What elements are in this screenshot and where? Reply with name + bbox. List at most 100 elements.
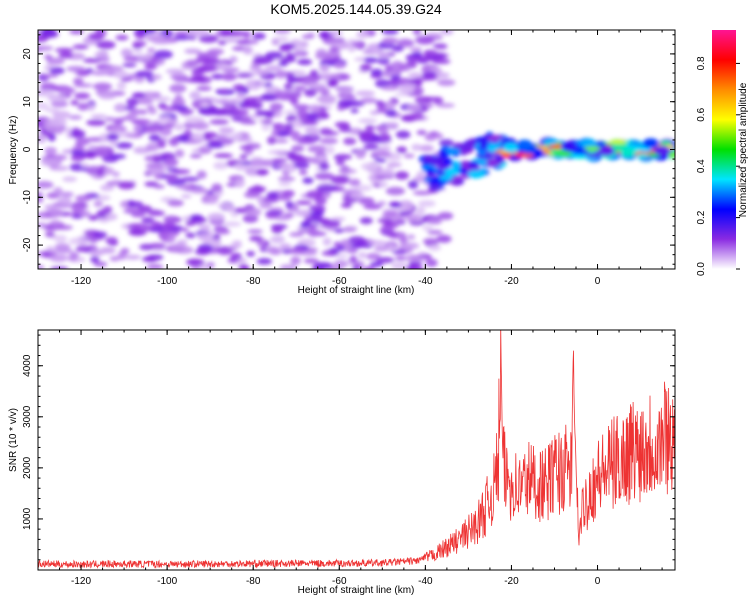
heatmap-cell xyxy=(262,119,274,125)
heatmap-cell xyxy=(147,47,156,53)
snr-x-axis: -120 -100 -80 -60 -40 -20 0 xyxy=(37,330,663,587)
heatmap-cell xyxy=(76,70,90,77)
heatmap-cell xyxy=(243,191,261,199)
heatmap-cell xyxy=(341,227,357,233)
heatmap-cell xyxy=(375,170,395,177)
heatmap-cell xyxy=(120,247,130,255)
heatmap-cell xyxy=(359,63,372,72)
heatmap-cell xyxy=(412,30,422,35)
heatmap-cell xyxy=(211,183,223,193)
heatmap-cell xyxy=(298,169,308,176)
heatmap-cell xyxy=(146,257,157,263)
heatmap-cell xyxy=(411,143,422,151)
heatmap-cell xyxy=(90,114,107,119)
heatmap-cell xyxy=(232,109,249,116)
heatmap-cell xyxy=(333,241,342,247)
heatmap-cell xyxy=(193,121,210,131)
heatmap-cell xyxy=(405,254,420,262)
heatmap-cell xyxy=(72,145,85,152)
heatmap-cell xyxy=(52,110,71,120)
heatmap-cell xyxy=(392,218,406,224)
heatmap-cell xyxy=(256,257,273,265)
heatmap-cell xyxy=(130,119,145,124)
heatmap-cell xyxy=(380,133,391,142)
heatmap-cells xyxy=(38,30,675,269)
heatmap-cell xyxy=(329,30,343,37)
heatmap-cell xyxy=(72,44,89,50)
heatmap-cell xyxy=(153,50,173,59)
heatmap-cell xyxy=(108,125,121,132)
heatmap-cell xyxy=(358,198,376,206)
heatmap-cell xyxy=(325,145,335,155)
heatmap-cell xyxy=(100,184,115,192)
x-tick-label: -20 xyxy=(504,276,519,287)
heatmap-cell xyxy=(250,159,267,168)
heatmap-cell xyxy=(132,48,144,54)
heatmap-cell xyxy=(319,127,333,135)
heatmap-cell xyxy=(233,132,243,139)
x-tick-label: -60 xyxy=(332,276,347,287)
heatmap-cell xyxy=(232,84,246,91)
heatmap-cell xyxy=(319,30,330,40)
heatmap-cell xyxy=(376,107,388,114)
heatmap-cell xyxy=(385,186,406,196)
snr-panel: -120 -100 -80 -60 -40 -20 0 1000 2000 3000 4000 H… xyxy=(8,329,676,596)
heatmap-cell xyxy=(381,85,400,91)
snr-frame xyxy=(37,329,676,571)
heatmap-cell xyxy=(444,168,459,176)
heatmap-cell xyxy=(235,258,248,263)
heatmap-cell xyxy=(146,264,164,269)
heatmap-cell xyxy=(215,63,230,69)
heatmap-x-axis: -120 -100 -80 -60 -40 -20 0 xyxy=(37,30,663,287)
heatmap-cell xyxy=(120,77,130,82)
heatmap-cell xyxy=(135,70,154,78)
x-tick-label: -40 xyxy=(418,576,433,587)
heatmap-cell xyxy=(390,74,401,81)
heatmap-cell xyxy=(152,156,163,162)
heatmap-cell xyxy=(256,169,269,176)
heatmap-cell xyxy=(249,114,259,119)
heatmap-cell xyxy=(349,192,365,199)
heatmap-cell xyxy=(129,201,144,207)
heatmap-x-label: Height of straight line (km) xyxy=(298,285,415,296)
heatmap-cell xyxy=(48,207,64,217)
heatmap-cell xyxy=(167,199,184,207)
heatmap-cell xyxy=(163,157,179,167)
heatmap-cell xyxy=(217,229,231,235)
heatmap-cell xyxy=(69,30,85,35)
heatmap-cell xyxy=(150,74,162,80)
heatmap-cell xyxy=(43,54,53,60)
heatmap-cell xyxy=(207,212,225,222)
heatmap-cell xyxy=(218,126,235,134)
heatmap-cell xyxy=(277,130,290,137)
heatmap-cell xyxy=(407,79,422,84)
heatmap-cell xyxy=(246,250,256,257)
heatmap-cell xyxy=(115,34,129,41)
heatmap-cell xyxy=(117,181,135,190)
heatmap-cell xyxy=(439,174,454,181)
colorbar-label: Normalized spectral amplitude xyxy=(738,82,749,217)
heatmap-cell xyxy=(362,49,373,54)
heatmap-cell xyxy=(38,264,45,269)
heatmap-cell xyxy=(148,242,166,250)
heatmap-cell xyxy=(104,116,116,122)
heatmap-cell xyxy=(242,46,254,55)
heatmap-cell xyxy=(196,52,208,58)
heatmap-cell xyxy=(422,225,434,231)
heatmap-cell xyxy=(152,40,171,45)
heatmap-cell xyxy=(88,214,100,221)
heatmap-cell xyxy=(437,212,454,220)
heatmap-cell xyxy=(428,243,442,252)
heatmap-cell xyxy=(236,92,246,99)
heatmap-cell xyxy=(85,150,98,159)
heatmap-cell xyxy=(386,244,396,252)
heatmap-cell xyxy=(418,200,436,208)
heatmap-cell xyxy=(126,97,139,107)
heatmap-cell xyxy=(67,254,78,262)
heatmap-cell xyxy=(422,253,432,260)
heatmap-cell xyxy=(338,168,357,174)
heatmap-cell xyxy=(145,64,156,70)
heatmap-cell xyxy=(224,38,238,43)
heatmap-cell xyxy=(389,202,402,208)
heatmap-cell xyxy=(123,209,142,214)
